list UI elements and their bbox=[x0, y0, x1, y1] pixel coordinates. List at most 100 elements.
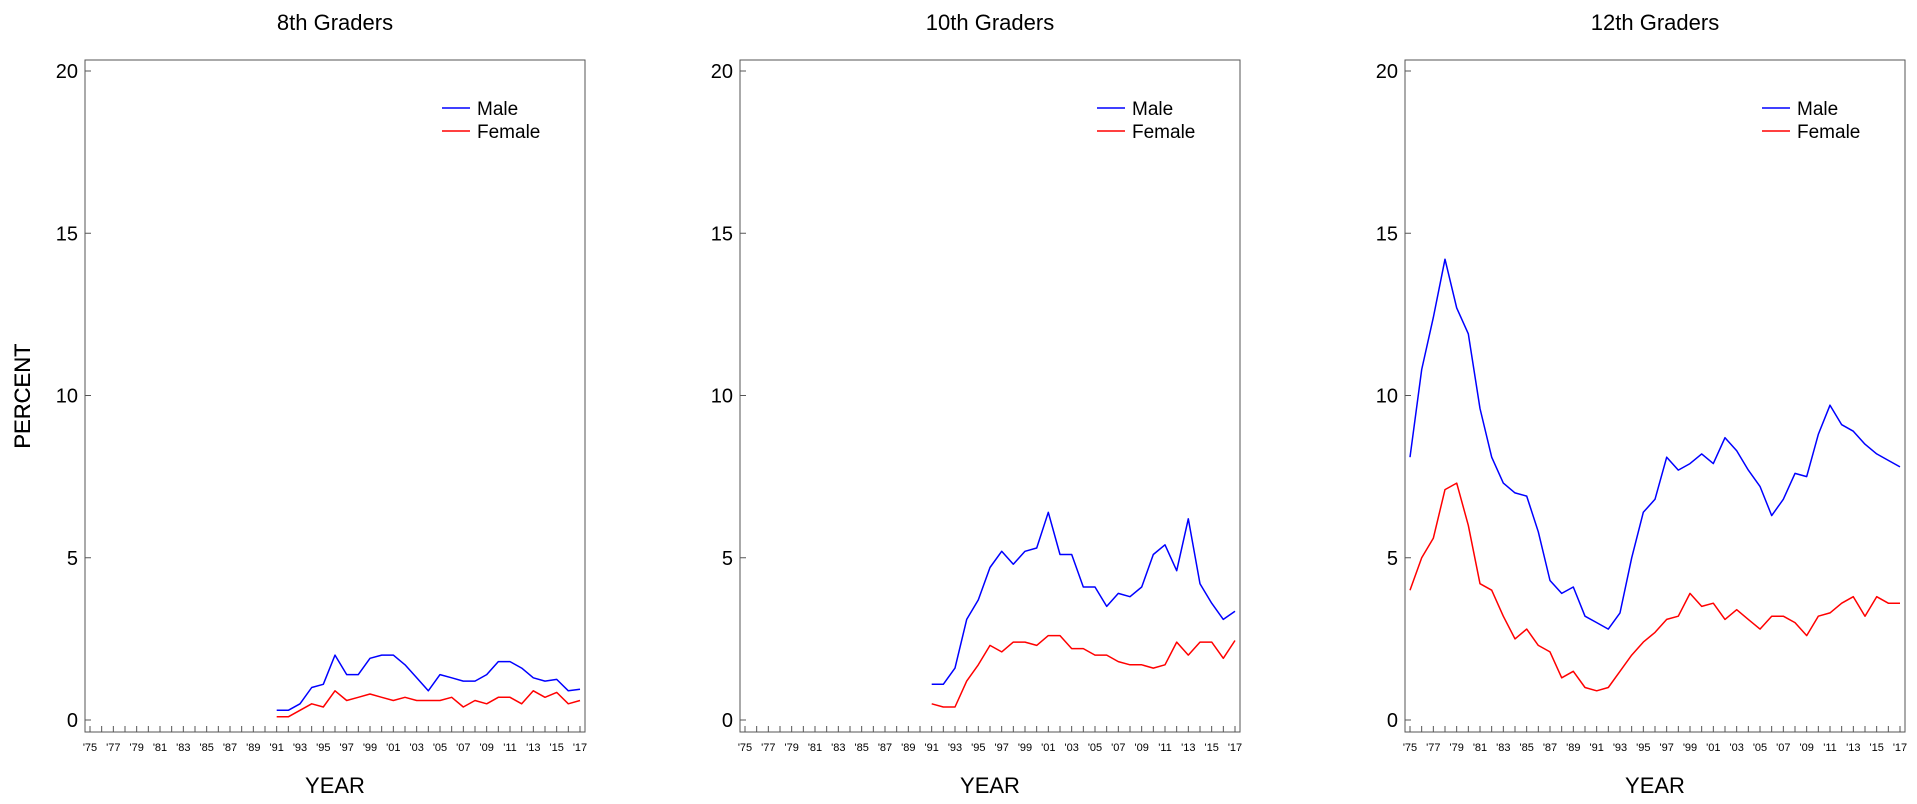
x-tick-label: '79 bbox=[129, 742, 143, 754]
x-tick-label: '83 bbox=[831, 742, 845, 754]
y-tick-label: 10 bbox=[56, 386, 78, 408]
x-tick-label: '17 bbox=[1893, 742, 1907, 754]
x-tick-label: '85 bbox=[1519, 742, 1533, 754]
x-tick-label: '97 bbox=[1659, 742, 1673, 754]
x-tick-label: '89 bbox=[246, 742, 260, 754]
series-line-female bbox=[1409, 482, 1900, 692]
y-tick-label: 0 bbox=[67, 710, 78, 732]
x-tick-label: '85 bbox=[199, 742, 213, 754]
plot-frame bbox=[739, 59, 1241, 733]
x-tick-label: '09 bbox=[1799, 742, 1813, 754]
x-tick-label: '99 bbox=[1018, 742, 1032, 754]
y-tick-label: 15 bbox=[56, 223, 78, 245]
x-tick-label: '79 bbox=[784, 742, 798, 754]
x-tick-label: '01 bbox=[1041, 742, 1055, 754]
y-tick-label: 20 bbox=[711, 61, 733, 83]
x-axis-label: YEAR bbox=[1625, 773, 1685, 798]
x-tick-label: '09 bbox=[479, 742, 493, 754]
x-tick-label: '81 bbox=[1473, 742, 1487, 754]
x-tick-label: '83 bbox=[1496, 742, 1510, 754]
x-tick-label: '89 bbox=[901, 742, 915, 754]
x-tick-label: '75 bbox=[83, 742, 97, 754]
x-tick-label: '95 bbox=[971, 742, 985, 754]
plot-frame bbox=[1404, 59, 1906, 733]
y-axis-label: PERCENT bbox=[10, 343, 35, 448]
chart-title: 8th Graders bbox=[277, 10, 393, 35]
y-tick-label: 20 bbox=[1376, 61, 1398, 83]
x-tick-label: '15 bbox=[549, 742, 563, 754]
x-tick-label: '01 bbox=[1706, 742, 1720, 754]
y-tick-label: 10 bbox=[711, 386, 733, 408]
series-line-female bbox=[931, 634, 1236, 708]
x-tick-label: '91 bbox=[1589, 742, 1603, 754]
x-tick-label: '93 bbox=[293, 742, 307, 754]
series-line-male bbox=[276, 654, 581, 712]
x-tick-label: '95 bbox=[1636, 742, 1650, 754]
x-tick-label: '05 bbox=[433, 742, 447, 754]
series-line-male bbox=[931, 511, 1236, 686]
x-tick-label: '77 bbox=[761, 742, 775, 754]
legend-label: Female bbox=[477, 122, 540, 143]
chart-title: 10th Graders bbox=[926, 10, 1054, 35]
x-tick-label: '87 bbox=[223, 742, 237, 754]
plot-frame bbox=[84, 59, 586, 733]
x-tick-label: '89 bbox=[1566, 742, 1580, 754]
x-tick-label: '93 bbox=[948, 742, 962, 754]
series-line-female bbox=[276, 690, 581, 718]
x-tick-label: '07 bbox=[1111, 742, 1125, 754]
x-tick-label: '97 bbox=[339, 742, 353, 754]
x-tick-label: '93 bbox=[1613, 742, 1627, 754]
x-tick-label: '81 bbox=[808, 742, 822, 754]
x-tick-label: '99 bbox=[1683, 742, 1697, 754]
x-tick-label: '13 bbox=[1846, 742, 1860, 754]
chart-title: 12th Graders bbox=[1591, 10, 1719, 35]
x-tick-label: '03 bbox=[1729, 742, 1743, 754]
legend-label: Male bbox=[1797, 99, 1838, 120]
x-tick-label: '15 bbox=[1869, 742, 1883, 754]
y-axis-label: PERCENT bbox=[10, 343, 35, 448]
y-tick-label: 20 bbox=[56, 61, 78, 83]
x-tick-label: '07 bbox=[1776, 742, 1790, 754]
x-tick-label: '81 bbox=[153, 742, 167, 754]
y-tick-label: 5 bbox=[67, 548, 78, 570]
x-tick-label: '75 bbox=[1403, 742, 1417, 754]
x-tick-label: '11 bbox=[1158, 742, 1172, 754]
y-tick-label: 5 bbox=[722, 548, 733, 570]
legend-label: Male bbox=[477, 99, 518, 120]
x-tick-label: '01 bbox=[386, 742, 400, 754]
x-tick-label: '75 bbox=[738, 742, 752, 754]
x-tick-label: '79 bbox=[1449, 742, 1463, 754]
x-axis-label: YEAR bbox=[960, 773, 1020, 798]
x-tick-label: '11 bbox=[1823, 742, 1837, 754]
x-tick-label: '09 bbox=[1134, 742, 1148, 754]
x-tick-label: '05 bbox=[1088, 742, 1102, 754]
x-tick-label: '87 bbox=[1543, 742, 1557, 754]
x-tick-label: '15 bbox=[1204, 742, 1218, 754]
x-tick-label: '99 bbox=[363, 742, 377, 754]
x-tick-label: '03 bbox=[1064, 742, 1078, 754]
y-axis-label: PERCENT bbox=[10, 343, 35, 448]
y-tick-label: 15 bbox=[1376, 223, 1398, 245]
y-tick-label: 10 bbox=[1376, 386, 1398, 408]
x-tick-label: '77 bbox=[1426, 742, 1440, 754]
x-tick-label: '85 bbox=[854, 742, 868, 754]
x-tick-label: '13 bbox=[526, 742, 540, 754]
x-tick-label: '07 bbox=[456, 742, 470, 754]
x-tick-label: '03 bbox=[409, 742, 423, 754]
legend-label: Female bbox=[1797, 122, 1860, 143]
y-tick-label: 0 bbox=[1387, 710, 1398, 732]
x-tick-label: '17 bbox=[573, 742, 587, 754]
x-tick-label: '95 bbox=[316, 742, 330, 754]
y-tick-label: 5 bbox=[1387, 548, 1398, 570]
x-tick-label: '13 bbox=[1181, 742, 1195, 754]
legend-label: Female bbox=[1132, 122, 1195, 143]
x-tick-label: '87 bbox=[878, 742, 892, 754]
y-tick-label: 15 bbox=[711, 223, 733, 245]
x-tick-label: '17 bbox=[1228, 742, 1242, 754]
x-tick-label: '83 bbox=[176, 742, 190, 754]
x-tick-label: '91 bbox=[269, 742, 283, 754]
x-tick-label: '11 bbox=[503, 742, 517, 754]
x-tick-label: '05 bbox=[1753, 742, 1767, 754]
series-line-male bbox=[1409, 258, 1901, 630]
